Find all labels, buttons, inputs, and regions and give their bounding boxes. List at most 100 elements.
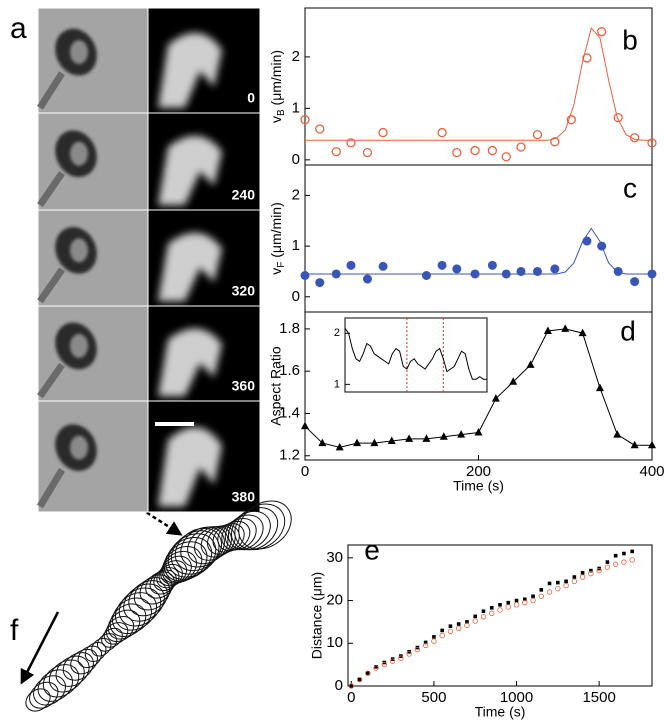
x-tick-label: 500	[421, 689, 446, 706]
point	[465, 620, 469, 624]
fluor-cell	[158, 135, 222, 206]
point	[647, 138, 657, 148]
point	[431, 638, 437, 644]
point	[422, 642, 429, 649]
outline	[234, 503, 286, 551]
point	[452, 147, 462, 158]
x-axis-label: Time (s)	[475, 704, 526, 720]
point	[596, 567, 602, 574]
outline	[91, 637, 112, 657]
point	[432, 635, 436, 639]
point	[543, 326, 552, 335]
x-tick-label: 0	[347, 689, 355, 706]
point	[513, 602, 520, 608]
outline	[62, 652, 94, 681]
point	[514, 598, 519, 603]
y-tick-label: 1.2	[279, 447, 300, 464]
point	[439, 432, 448, 440]
y-tick-label: 0	[292, 151, 300, 168]
y-axis-label-sub: F	[276, 262, 287, 268]
point	[452, 264, 462, 274]
point	[455, 625, 462, 632]
point	[530, 597, 536, 604]
point	[440, 628, 444, 633]
point	[597, 27, 607, 37]
point	[357, 677, 362, 682]
y-tick-label: 10	[326, 634, 343, 651]
point	[366, 671, 370, 675]
point	[470, 145, 480, 156]
outline	[139, 574, 173, 605]
point	[489, 606, 494, 610]
point	[622, 551, 626, 556]
point	[378, 261, 388, 271]
point	[481, 609, 486, 614]
point	[348, 683, 355, 689]
point	[571, 578, 578, 585]
point	[346, 260, 356, 270]
y-axis-label: Aspect Ratio	[268, 346, 284, 426]
point	[315, 124, 325, 134]
point	[613, 553, 618, 558]
point	[491, 394, 500, 402]
point	[630, 133, 640, 143]
point	[414, 646, 421, 653]
cell-inner	[70, 238, 88, 263]
point	[532, 129, 543, 140]
point	[630, 277, 640, 287]
point	[506, 600, 511, 605]
point	[365, 670, 371, 676]
point	[613, 430, 622, 438]
point	[398, 655, 404, 661]
outline	[70, 648, 98, 675]
point	[331, 146, 341, 157]
point	[421, 271, 431, 281]
point	[464, 622, 470, 629]
point	[370, 438, 379, 447]
y-axis-label-unit: (μm/min)	[268, 50, 284, 109]
point	[613, 266, 623, 276]
point	[556, 580, 560, 585]
x-tick-label: 400	[639, 463, 664, 480]
y-tick-label: 30	[326, 549, 343, 566]
y-tick-label: 2	[334, 327, 340, 339]
point	[362, 274, 372, 284]
time-label: 360	[232, 378, 256, 394]
point	[487, 260, 497, 270]
pipette	[37, 267, 65, 304]
point	[374, 664, 378, 669]
series-line	[305, 227, 652, 275]
y-tick-label: 20	[326, 592, 343, 609]
point	[487, 145, 498, 156]
point	[509, 377, 518, 385]
point	[630, 549, 634, 554]
outline	[48, 659, 85, 693]
point	[300, 115, 310, 125]
point	[405, 434, 414, 442]
y-axis-label-main: v	[268, 116, 284, 123]
point	[582, 236, 592, 246]
panel-label: f	[10, 614, 19, 647]
point	[582, 53, 592, 63]
panel-label: e	[364, 534, 380, 565]
point	[373, 665, 379, 671]
point	[437, 127, 447, 138]
pipette	[37, 171, 65, 208]
outline	[55, 655, 90, 687]
point	[356, 676, 363, 683]
point	[422, 434, 431, 442]
y-axis-label-unit: (μm/min)	[268, 202, 284, 261]
point	[539, 588, 544, 592]
time-label: 0	[247, 90, 255, 106]
point	[572, 575, 577, 579]
point	[588, 570, 594, 577]
time-label: 240	[232, 187, 256, 203]
point	[555, 585, 561, 592]
point	[505, 604, 511, 610]
point	[538, 593, 545, 599]
point	[546, 589, 553, 595]
point	[612, 561, 619, 567]
y-tick-label: 1	[292, 237, 300, 254]
point	[522, 599, 528, 606]
